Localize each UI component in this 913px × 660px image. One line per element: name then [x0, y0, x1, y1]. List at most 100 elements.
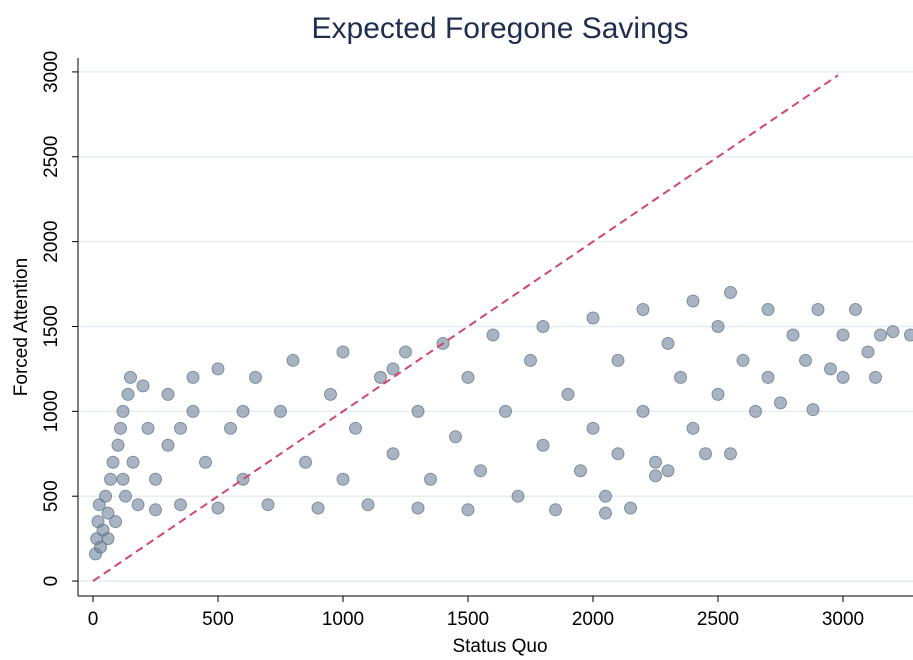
y-tick-label: 1500: [41, 305, 62, 347]
point: [574, 464, 587, 478]
point: [861, 345, 875, 359]
point: [806, 403, 820, 417]
point: [101, 506, 115, 520]
point: [111, 438, 125, 452]
point: [224, 421, 237, 435]
point: [386, 362, 400, 376]
point: [126, 455, 140, 469]
point: [874, 328, 887, 342]
point: [131, 498, 145, 512]
point: [611, 447, 625, 461]
point: [869, 370, 882, 384]
point: [311, 501, 325, 515]
point: [761, 370, 775, 384]
point: [99, 489, 112, 503]
point: [724, 286, 737, 300]
point: [349, 421, 362, 435]
y-axis-label: Forced Attention: [11, 258, 32, 396]
point: [199, 455, 212, 469]
point: [336, 345, 350, 359]
point: [399, 345, 412, 359]
x-tick-label: 500: [202, 609, 234, 630]
y-tick-label: 3000: [41, 51, 62, 93]
x-tick-label: 0: [88, 609, 99, 630]
point: [811, 303, 825, 317]
point: [599, 489, 612, 503]
point: [836, 370, 850, 384]
point: [736, 353, 750, 367]
point: [109, 515, 122, 529]
point: [186, 404, 200, 418]
point: [749, 404, 762, 418]
point: [649, 469, 662, 483]
point: [499, 404, 512, 418]
point: [486, 328, 500, 342]
point: [174, 421, 187, 435]
y-tick-label: 0: [41, 576, 62, 587]
point: [424, 472, 437, 486]
y-tick-label: 1000: [41, 390, 62, 432]
point: [411, 404, 425, 418]
point: [461, 503, 475, 517]
y-tick-label: 2500: [41, 136, 62, 178]
chart-title: Expected Foregone Savings: [312, 12, 689, 45]
point: [274, 404, 287, 418]
point: [849, 303, 862, 317]
point: [649, 455, 662, 469]
point: [636, 404, 650, 418]
y-tick-label: 500: [41, 480, 62, 512]
point: [249, 370, 262, 384]
point: [161, 387, 175, 401]
point: [686, 294, 700, 308]
point: [141, 421, 155, 435]
point: [174, 498, 187, 512]
x-tick-label: 2000: [572, 609, 614, 630]
point: [299, 455, 312, 469]
point: [824, 362, 837, 376]
point: [711, 319, 725, 333]
point: [236, 472, 250, 486]
x-tick-label: 1500: [447, 609, 489, 630]
point: [674, 370, 687, 384]
x-tick-label: 2500: [697, 609, 739, 630]
point: [904, 328, 913, 342]
point: [711, 387, 725, 401]
point: [361, 498, 375, 512]
point: [324, 387, 337, 401]
point: [124, 370, 137, 384]
point: [774, 396, 787, 410]
point: [761, 303, 775, 317]
point: [536, 319, 550, 333]
point: [599, 506, 612, 520]
point: [611, 353, 625, 367]
point: [149, 503, 162, 517]
y-tick-label: 2000: [41, 220, 62, 262]
point: [561, 387, 575, 401]
point: [261, 498, 275, 512]
point: [94, 540, 107, 554]
point: [121, 387, 135, 401]
point: [236, 404, 250, 418]
point: [524, 353, 537, 367]
point: [661, 336, 675, 350]
point: [411, 501, 425, 515]
point: [336, 472, 350, 486]
point: [511, 489, 525, 503]
point: [549, 503, 562, 517]
point: [586, 311, 600, 325]
point: [624, 501, 637, 515]
point: [461, 370, 475, 384]
point: [106, 455, 120, 469]
point: [374, 370, 387, 384]
point: [686, 421, 700, 435]
point: [386, 447, 400, 461]
x-tick-label: 1000: [322, 609, 364, 630]
point: [786, 328, 800, 342]
point: [211, 501, 225, 515]
point: [449, 430, 462, 444]
point: [114, 421, 127, 435]
point: [161, 438, 175, 452]
point: [101, 532, 115, 546]
point: [116, 404, 130, 418]
